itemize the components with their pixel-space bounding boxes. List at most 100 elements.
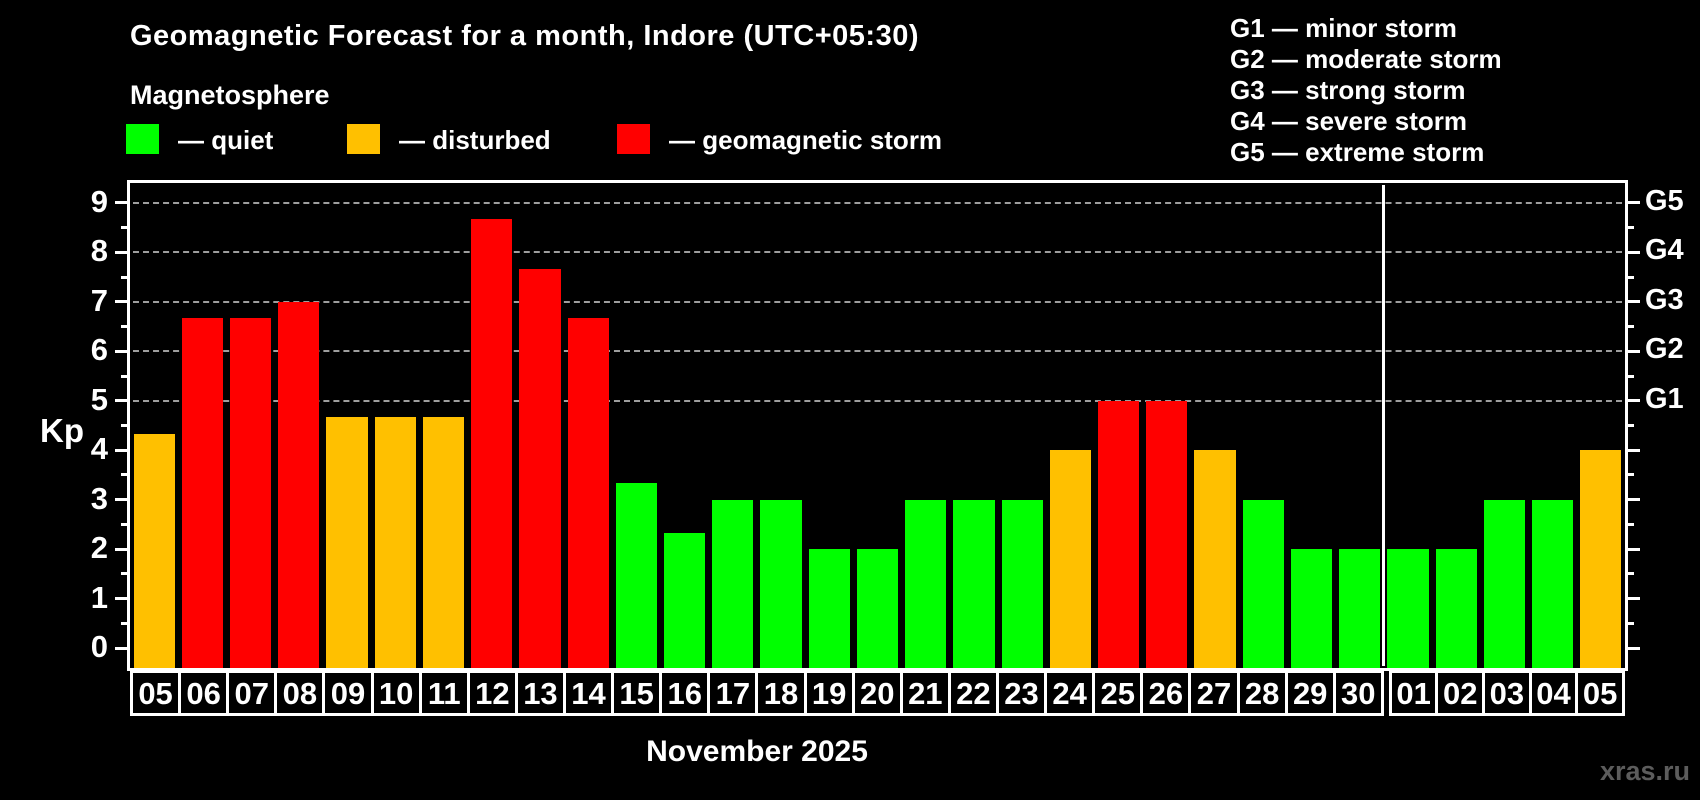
y-tick-minor-left: [121, 522, 130, 526]
chart-title: Geomagnetic Forecast for a month, Indore…: [130, 20, 920, 52]
day-cell-14: 14: [562, 673, 611, 713]
y-tick-major-right: [1625, 201, 1640, 205]
day-cell-28: 28: [1236, 673, 1285, 713]
kp-bar-05: [1580, 450, 1622, 668]
y-tick-major-left: [115, 399, 130, 403]
y-tick-major-left: [115, 547, 130, 551]
y-tick-major-left: [115, 349, 130, 353]
kp-bar-18: [760, 499, 802, 668]
plot-border: [127, 180, 1628, 671]
x-axis-month-label: November 2025: [646, 735, 868, 768]
kp-bar-14: [567, 318, 609, 668]
day-cell-01: 01: [1396, 676, 1431, 711]
day-cell-16: 16: [659, 673, 707, 713]
y-tick-major-right: [1625, 646, 1640, 650]
day-cell-09: 09: [322, 673, 370, 713]
y-tick-major-left: [115, 597, 130, 601]
y-tick-minor-left: [121, 424, 130, 427]
kp-bar-16: [663, 532, 706, 668]
legend-label-disturbed: — disturbed: [399, 125, 551, 155]
storm-scale-line: G2 — moderate storm: [1230, 44, 1502, 74]
grid-line-kp7: [133, 300, 1622, 303]
y-tick-minor-right: [1625, 374, 1634, 378]
day-cell-07: 07: [226, 673, 274, 713]
chart-subtitle: Magnetosphere: [130, 80, 330, 110]
kp-bar-11: [422, 417, 465, 668]
day-cell-22: 22: [947, 673, 996, 713]
day-cell-27: 27: [1188, 673, 1236, 713]
y-tick-minor-left: [121, 275, 130, 279]
y-tick-minor-left: [121, 226, 130, 230]
y-tick-major-left: [115, 448, 130, 452]
y-tick-minor-right: [1625, 275, 1634, 279]
y-tick-minor-left: [121, 325, 130, 329]
day-cell-15: 15: [611, 673, 659, 713]
storm-scale-line: G4 — severe storm: [1230, 106, 1468, 136]
day-cell-06: 06: [178, 673, 226, 713]
kp-bar-27: [1194, 450, 1236, 668]
day-cell-10: 10: [370, 673, 419, 713]
kp-bar-28: [1242, 499, 1284, 668]
day-cell-02: 02: [1435, 673, 1482, 713]
grid-line-kp9: [133, 201, 1622, 204]
day-cell-20: 20: [851, 673, 900, 713]
y-tick-minor-right: [1625, 325, 1634, 329]
kp-bar-02: [1435, 549, 1477, 668]
y-tick-minor-left: [121, 374, 130, 378]
y-tick-major-left: [115, 646, 130, 650]
y-tick-minor-left: [121, 621, 130, 625]
legend-swatch-disturbed: [347, 124, 380, 154]
day-cell-29: 29: [1284, 673, 1333, 713]
legend-label-storm: — geomagnetic storm: [669, 125, 943, 155]
kp-bar-10: [374, 417, 416, 668]
kp-bar-30: [1339, 549, 1381, 668]
legend-swatch-quiet: [126, 124, 159, 154]
day-cell-05: 05: [1575, 673, 1622, 713]
y-tick-label-3: 3: [90, 480, 108, 516]
kp-bar-08: [278, 301, 320, 668]
kp-bar-22: [953, 499, 995, 668]
y-tick-minor-right: [1625, 226, 1634, 230]
storm-scale-line: G1 — minor storm: [1230, 13, 1457, 43]
y-tick-major-left: [115, 300, 130, 304]
kp-bar-07: [229, 318, 272, 668]
g-axis-label-G1: G1: [1645, 382, 1684, 415]
y-tick-major-left: [115, 498, 130, 502]
y-tick-major-right: [1625, 547, 1640, 551]
y-tick-label-2: 2: [90, 530, 108, 566]
kp-bar-19: [808, 549, 850, 668]
kp-bar-06: [181, 318, 223, 668]
kp-bar-05: [133, 433, 175, 668]
day-cell-17: 17: [707, 673, 755, 713]
day-cell-04: 04: [1528, 673, 1576, 713]
kp-bar-13: [519, 268, 561, 668]
day-cell-18: 18: [755, 673, 803, 713]
y-tick-minor-left: [121, 572, 130, 576]
grid-line-kp8: [133, 251, 1622, 254]
day-cell-08: 08: [274, 673, 322, 713]
y-tick-major-left: [115, 250, 130, 254]
y-tick-label-5: 5: [90, 381, 108, 417]
g-axis-label-G5: G5: [1645, 184, 1684, 217]
day-cell-21: 21: [899, 673, 948, 713]
y-tick-label-7: 7: [90, 282, 108, 318]
grid-line-kp5: [133, 399, 1622, 402]
y-tick-minor-right: [1625, 522, 1634, 526]
kp-bar-01: [1387, 549, 1429, 668]
g-axis-label-G4: G4: [1645, 234, 1684, 267]
day-cell-30: 30: [1332, 673, 1381, 713]
kp-bar-09: [326, 417, 368, 668]
storm-scale-line: G5 — extreme storm: [1230, 137, 1485, 167]
day-cell-11: 11: [418, 673, 467, 713]
y-tick-minor-right: [1625, 424, 1634, 427]
kp-bar-23: [1001, 499, 1043, 668]
y-tick-minor-right: [1625, 621, 1634, 625]
y-tick-label-4: 4: [90, 431, 108, 467]
kp-bar-12: [471, 219, 513, 668]
kp-bar-24: [1049, 450, 1091, 668]
y-tick-minor-right: [1625, 572, 1634, 576]
grid-line-kp6: [133, 350, 1622, 353]
kp-bar-03: [1483, 499, 1526, 668]
y-tick-label-6: 6: [90, 332, 108, 368]
legend-swatch-storm: [617, 124, 650, 154]
